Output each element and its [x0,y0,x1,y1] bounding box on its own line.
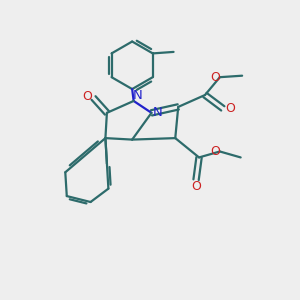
Text: N: N [153,106,163,119]
Text: N: N [133,89,143,102]
Text: O: O [225,102,235,115]
Text: O: O [82,90,92,103]
Text: O: O [191,180,201,193]
Text: O: O [211,71,220,84]
Text: O: O [211,145,220,158]
